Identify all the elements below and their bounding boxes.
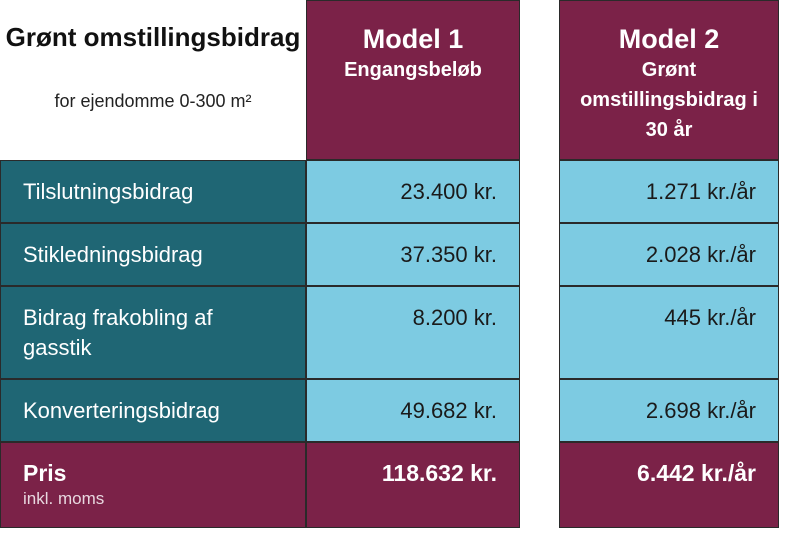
row-value-model-2: 445 kr./år: [559, 286, 779, 379]
column-subtitle-model-2: Grønt omstillingsbidrag i 30 år: [580, 59, 758, 141]
total-label-cell: Pris inkl. moms: [0, 442, 306, 528]
total-value-model-1: 118.632 kr.: [306, 442, 520, 528]
row-value-model-2: 1.271 kr./år: [559, 160, 779, 223]
row-label-bidrag-frakobling: Bidrag frakobling af gasstik: [0, 286, 306, 379]
row-value-model-1: 49.682 kr.: [306, 379, 520, 442]
row-label-stikledningsbidrag: Stikledningsbidrag: [0, 223, 306, 286]
row-value-model-2: 2.698 kr./år: [559, 379, 779, 442]
table-subtitle: for ejendomme 0-300 m²: [54, 91, 252, 111]
column-subtitle-model-1: Engangsbeløb: [344, 59, 482, 81]
row-label-tilslutningsbidrag: Tilslutningsbidrag: [0, 160, 306, 223]
total-label: Pris: [23, 460, 67, 486]
table-title-block: Grønt omstillingsbidrag for ejendomme 0-…: [0, 0, 306, 160]
row-value-model-1: 23.400 kr.: [306, 160, 520, 223]
row-value-model-1: 37.350 kr.: [306, 223, 520, 286]
total-sublabel: inkl. moms: [23, 489, 105, 508]
column-title-model-2: Model 2: [618, 24, 720, 54]
total-value-model-2: 6.442 kr./år: [559, 442, 779, 528]
column-header-model-2: Model 2 Grønt omstillingsbidrag i 30 år: [559, 0, 779, 160]
column-title-model-1: Model 1: [362, 24, 464, 54]
column-header-model-1: Model 1 Engangsbeløb: [306, 0, 520, 160]
row-value-model-2: 2.028 kr./år: [559, 223, 779, 286]
row-value-model-1: 8.200 kr.: [306, 286, 520, 379]
table-title: Grønt omstillingsbidrag: [5, 22, 301, 52]
row-label-konverteringsbidrag: Konverteringsbidrag: [0, 379, 306, 442]
